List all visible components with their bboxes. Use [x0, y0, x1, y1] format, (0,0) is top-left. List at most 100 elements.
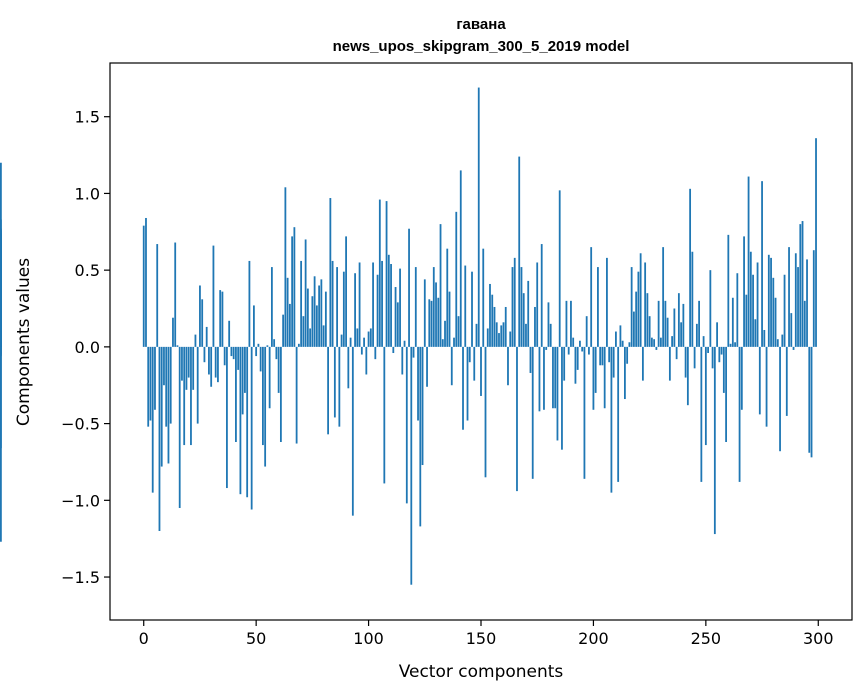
bar [248, 260, 251, 347]
bar [293, 227, 296, 347]
bar [190, 346, 192, 446]
bar [244, 346, 246, 393]
bar [356, 328, 359, 347]
bar [565, 300, 568, 347]
bar [208, 346, 210, 375]
bar [812, 250, 815, 347]
bar [270, 267, 273, 347]
bar [311, 296, 314, 347]
bar [387, 254, 390, 347]
bar [399, 268, 401, 347]
bar [704, 346, 707, 446]
bar [637, 271, 640, 347]
bar [342, 271, 345, 347]
bar [439, 224, 442, 347]
bar [720, 346, 723, 355]
bar [815, 138, 817, 347]
bar [525, 323, 527, 347]
bar [365, 346, 368, 375]
bar [648, 316, 651, 347]
bar [167, 346, 170, 464]
bar [675, 346, 678, 360]
bar [464, 265, 467, 347]
bar [718, 346, 721, 363]
bar [288, 303, 291, 347]
bar [196, 346, 199, 424]
bar [232, 346, 235, 360]
bar [695, 323, 698, 347]
bar [731, 297, 734, 347]
bar [761, 181, 763, 347]
bar [781, 334, 784, 347]
bar [624, 346, 626, 400]
bar [345, 236, 347, 347]
bar [477, 87, 480, 347]
bar [612, 346, 615, 378]
bar [572, 337, 575, 347]
bar [610, 346, 613, 493]
x-tick-label: 250 [691, 629, 722, 648]
bar [709, 270, 712, 347]
bar [264, 346, 267, 467]
bar [756, 262, 759, 347]
bar [338, 346, 341, 427]
bar [693, 346, 696, 369]
x-tick-label: 0 [139, 629, 149, 648]
bar [410, 346, 413, 585]
bar [282, 314, 285, 347]
bar [417, 346, 419, 421]
bar [455, 211, 458, 347]
bar [324, 291, 327, 347]
bar [450, 346, 453, 386]
bar [221, 291, 224, 347]
bar [0, 346, 2, 449]
bar [765, 346, 768, 427]
x-tick-label: 100 [353, 629, 384, 648]
bar [700, 346, 703, 482]
bar [686, 346, 689, 406]
bar [0, 270, 2, 347]
bar [199, 285, 201, 347]
bar [327, 346, 329, 435]
x-tick-label: 150 [466, 629, 497, 648]
bar [509, 331, 512, 347]
bar [257, 343, 260, 347]
bar [372, 262, 374, 347]
bar [747, 176, 750, 347]
bar [707, 346, 709, 354]
bar [502, 322, 505, 347]
bar [151, 346, 154, 493]
y-tick-label: −1.0 [61, 491, 100, 510]
bar [178, 346, 181, 508]
bar [163, 346, 165, 386]
y-tick-label: 0.0 [75, 338, 100, 357]
bar [160, 346, 163, 467]
chart-subtitle: news_upos_skipgram_300_5_2019 model [333, 38, 630, 55]
bar [608, 346, 611, 363]
bar [253, 305, 255, 347]
bar [689, 188, 692, 347]
bar [473, 346, 476, 381]
y-axis: −1.5 −1.0 −0.5 0.0 0.5 1.0 1.5 [61, 108, 110, 587]
bar [228, 320, 231, 347]
bar [315, 305, 318, 347]
bar [318, 285, 321, 347]
bar [752, 274, 754, 347]
bar [286, 277, 289, 347]
bar [655, 346, 658, 350]
bar [590, 247, 593, 347]
bar [448, 291, 451, 347]
bar [459, 170, 462, 347]
y-axis-label: Components values [14, 258, 34, 426]
bar [435, 282, 437, 347]
bar [309, 328, 312, 347]
bar [740, 346, 743, 410]
bar [266, 345, 269, 347]
bar [230, 346, 233, 357]
bar [444, 320, 446, 347]
bar [628, 342, 631, 347]
bar [531, 346, 534, 479]
bar [392, 346, 395, 354]
bar [320, 279, 323, 347]
bar [504, 306, 507, 347]
